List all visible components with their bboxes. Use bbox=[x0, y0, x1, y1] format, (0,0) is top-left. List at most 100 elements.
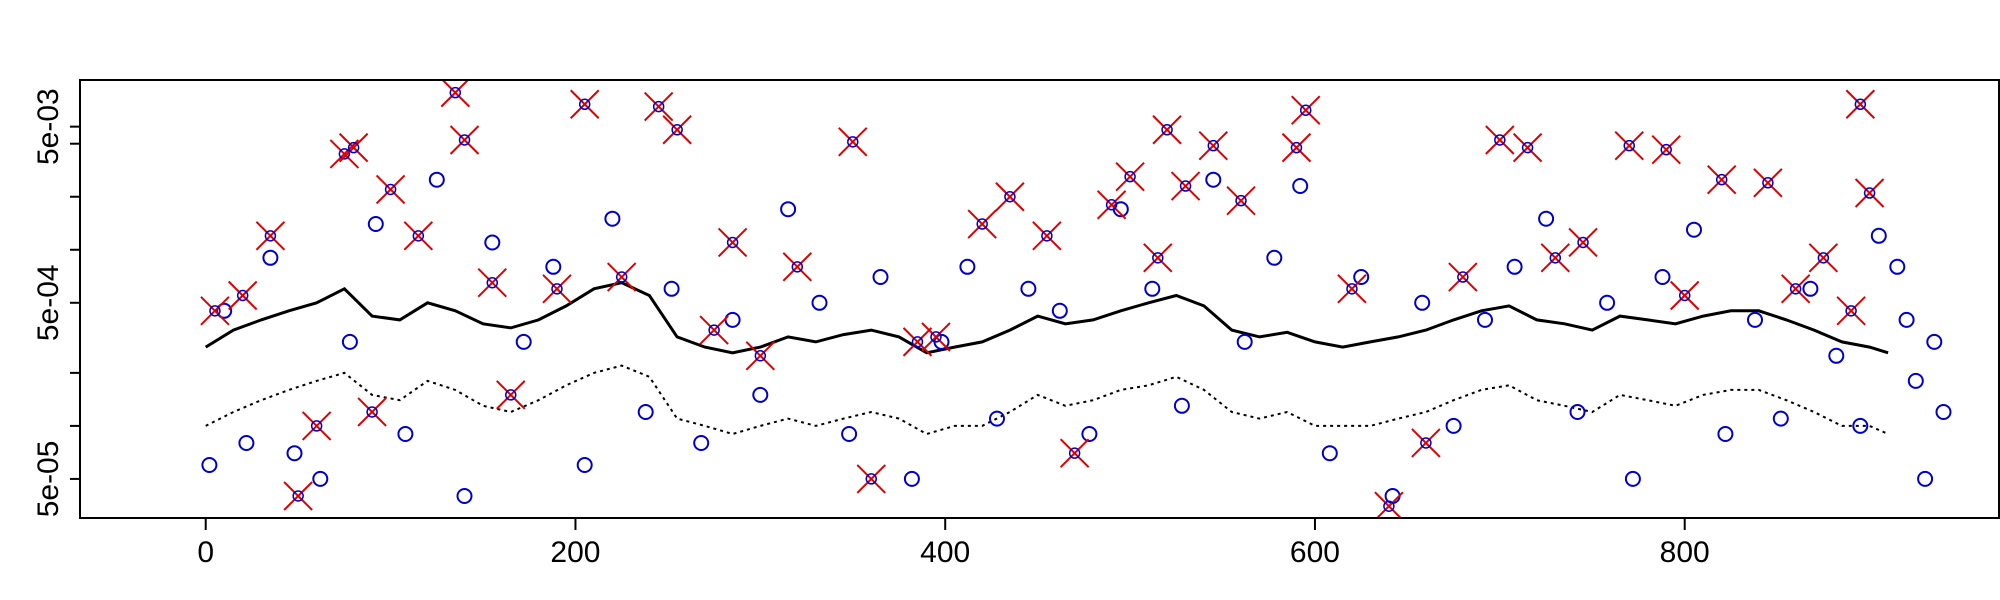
circle-point bbox=[872, 269, 889, 285]
x-point bbox=[1059, 438, 1090, 468]
x-point-ring bbox=[1817, 252, 1830, 264]
circle-point bbox=[1506, 258, 1523, 275]
x-point-ring bbox=[1623, 139, 1636, 152]
x-point-ring bbox=[1521, 141, 1534, 154]
circle-point bbox=[1236, 333, 1253, 350]
x-point-ring bbox=[1299, 104, 1312, 116]
x-point bbox=[1780, 274, 1811, 304]
x-point bbox=[1540, 243, 1571, 273]
x-point-ring bbox=[1863, 187, 1876, 199]
x-tick-label: 400 bbox=[920, 536, 970, 569]
circle-point bbox=[1907, 372, 1924, 389]
x-point-stroke bbox=[1568, 227, 1598, 258]
x-point-stroke bbox=[1651, 134, 1681, 165]
x-point-ring bbox=[1290, 141, 1303, 154]
x-point bbox=[440, 80, 471, 108]
x-point-stroke bbox=[921, 322, 951, 352]
x-point-stroke bbox=[570, 89, 600, 119]
x-point bbox=[1706, 164, 1737, 195]
x-point bbox=[283, 481, 313, 511]
x-point-stroke bbox=[301, 411, 332, 441]
plot-area-border bbox=[79, 79, 2000, 519]
circle-point bbox=[1538, 210, 1555, 227]
x-point-stroke bbox=[200, 296, 230, 326]
x-point-ring bbox=[976, 218, 988, 230]
x-point-ring bbox=[486, 276, 499, 289]
x-point-stroke bbox=[856, 464, 886, 494]
circle-point bbox=[811, 294, 828, 311]
x-point-ring bbox=[1152, 252, 1164, 264]
x-point-stroke bbox=[449, 125, 480, 155]
circle-point bbox=[1926, 333, 1943, 350]
x-point-stroke bbox=[662, 115, 692, 145]
circle-point bbox=[1020, 280, 1037, 297]
circle-point bbox=[841, 426, 858, 442]
x-point bbox=[1281, 132, 1312, 163]
x-point bbox=[1143, 243, 1173, 273]
x-point-ring bbox=[1207, 139, 1220, 152]
circle-point bbox=[1599, 294, 1616, 311]
x-point bbox=[338, 132, 369, 163]
circle-point bbox=[1747, 311, 1763, 328]
series-circle-points bbox=[201, 171, 1952, 504]
x-point-ring bbox=[615, 271, 628, 283]
x-point-ring bbox=[652, 100, 665, 113]
circle-point bbox=[604, 210, 621, 227]
x-axis: 0 200 400 600 800 bbox=[197, 518, 1710, 569]
x-point bbox=[1512, 132, 1543, 163]
x-point-stroke bbox=[1706, 164, 1737, 195]
x-point-stroke bbox=[1512, 132, 1543, 163]
circle-point bbox=[1051, 302, 1068, 319]
x-point bbox=[1568, 227, 1598, 258]
x-point bbox=[699, 315, 729, 345]
series-x-points bbox=[200, 80, 1885, 518]
circle-point bbox=[1353, 269, 1370, 285]
x-point-stroke bbox=[717, 227, 748, 258]
x-point-stroke bbox=[1780, 274, 1811, 304]
x-point-ring bbox=[292, 490, 304, 502]
circle-point bbox=[576, 457, 593, 473]
circle-point bbox=[1414, 294, 1431, 311]
circle-point bbox=[1772, 410, 1789, 427]
circle-point bbox=[663, 280, 680, 297]
x-point-stroke bbox=[255, 221, 286, 251]
x-point-ring bbox=[1420, 437, 1432, 449]
dotted-series-line bbox=[205, 364, 1889, 436]
x-point-stroke bbox=[440, 80, 470, 108]
x-point-ring bbox=[366, 406, 378, 418]
x-point-ring bbox=[865, 473, 878, 485]
circle-point bbox=[456, 488, 473, 504]
x-point bbox=[1854, 178, 1885, 208]
x-point-stroke bbox=[1808, 243, 1839, 273]
x-point-stroke bbox=[745, 341, 776, 371]
x-point bbox=[1411, 428, 1441, 458]
circle-point bbox=[1173, 397, 1190, 414]
x-point-ring bbox=[1678, 289, 1691, 302]
x-point bbox=[856, 464, 886, 494]
x-point-stroke bbox=[1670, 280, 1700, 311]
x-point-ring bbox=[1789, 283, 1802, 295]
x-point-ring bbox=[847, 136, 859, 148]
circle-point bbox=[637, 404, 654, 420]
x-point-ring bbox=[578, 98, 591, 111]
x-point-ring bbox=[1346, 283, 1358, 295]
x-point bbox=[1836, 296, 1866, 326]
x-point-ring bbox=[412, 230, 425, 242]
x-point bbox=[255, 221, 286, 251]
x-point-stroke bbox=[403, 221, 434, 251]
circle-point bbox=[989, 410, 1005, 427]
x-point bbox=[570, 89, 600, 119]
x-point-stroke bbox=[1375, 491, 1404, 518]
x-point-stroke bbox=[838, 127, 868, 157]
x-point-ring bbox=[791, 261, 804, 273]
circle-point bbox=[216, 302, 233, 319]
x-point bbox=[838, 127, 868, 157]
x-point-ring bbox=[1457, 271, 1469, 283]
x-point-ring bbox=[1845, 305, 1857, 317]
circle-point bbox=[1321, 445, 1338, 462]
x-point-ring bbox=[310, 420, 323, 432]
x-point-stroke bbox=[542, 274, 572, 304]
circle-point bbox=[1889, 258, 1906, 275]
x-point bbox=[1115, 161, 1145, 192]
